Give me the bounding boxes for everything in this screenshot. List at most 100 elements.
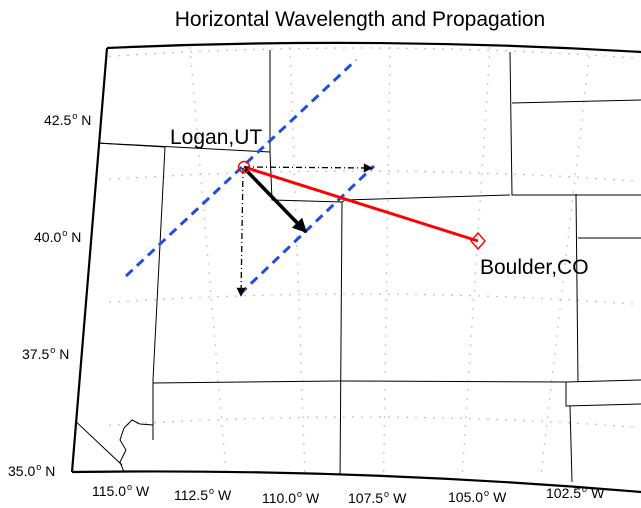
graticule-dot <box>595 177 597 180</box>
graticule-dot <box>154 52 156 55</box>
graticule-dot <box>514 296 516 299</box>
map-frame <box>70 41 641 494</box>
graticule-dot <box>386 254 388 256</box>
graticule-dot <box>415 47 417 50</box>
graticule-dot <box>370 416 372 418</box>
graticule-dot <box>208 173 210 175</box>
graticule-dot <box>222 443 225 445</box>
graticule-dot <box>190 56 192 58</box>
graticule-dot <box>235 418 237 420</box>
graticule-dot <box>631 57 633 59</box>
graticule-dot <box>303 461 306 463</box>
graticule-dot <box>471 326 473 328</box>
graticule-dot <box>343 416 345 418</box>
graticule-dot <box>483 128 486 130</box>
graticule-dot <box>145 422 147 424</box>
graticule-dot <box>397 170 399 172</box>
graticule-dot <box>505 173 507 175</box>
graticule-dot <box>595 54 597 57</box>
colorado-river <box>119 419 154 473</box>
graticule-dot <box>301 398 304 400</box>
graticule-dot <box>523 50 525 53</box>
graticule-dot <box>387 182 389 184</box>
graticule-dot <box>386 236 389 238</box>
graticule-dot <box>299 353 302 355</box>
graticule-dot <box>478 418 480 420</box>
graticule-dot <box>406 170 408 173</box>
graticule-dot <box>465 407 468 409</box>
graticule-dot <box>208 50 210 52</box>
graticule-dot <box>387 146 390 148</box>
graticule-dot <box>316 416 318 419</box>
graticule-dot <box>221 425 223 427</box>
graticule-dot <box>385 281 388 283</box>
graticule-dot <box>397 416 399 419</box>
graticule-dot <box>424 293 426 296</box>
graticule-dot <box>556 335 558 337</box>
graticule-dot <box>226 295 228 298</box>
graticule-dot <box>127 54 129 56</box>
graticule-dot <box>388 101 391 103</box>
graticule-dot <box>481 164 484 166</box>
graticule-dot <box>303 443 305 445</box>
graticule-dot <box>487 172 489 174</box>
graticule-dot <box>292 128 294 130</box>
graticule-dot <box>469 294 471 297</box>
graticule-dot <box>325 170 327 172</box>
graticule-dot <box>154 298 156 301</box>
graticule-dot <box>136 176 138 179</box>
graticule-dot <box>575 164 578 166</box>
graticule-dot <box>298 299 300 301</box>
graticule-dot <box>595 300 597 303</box>
graticule-dot <box>352 47 354 49</box>
graticule-dot <box>223 452 226 454</box>
graticule-dot <box>316 47 318 49</box>
graticule-dot <box>433 170 435 173</box>
graticule-dot <box>292 137 294 139</box>
graticule-dot <box>464 425 467 427</box>
graticule-dot <box>523 173 525 176</box>
graticule-dot <box>300 362 302 364</box>
graticule-dot <box>424 416 426 419</box>
graticule-dot <box>384 389 386 391</box>
graticule-dot <box>385 317 387 319</box>
graticule-dot <box>460 48 462 51</box>
graticule-dot <box>386 218 389 220</box>
graticule-dot <box>559 175 561 178</box>
graticule-dot <box>220 416 223 418</box>
graticule-dot <box>488 56 491 58</box>
graticule-dot <box>244 418 246 420</box>
graticule-dot <box>172 420 174 423</box>
graticule-dot <box>298 170 300 173</box>
graticule-dot <box>219 407 222 409</box>
propagation-path <box>243 165 479 243</box>
graticule-dot <box>304 470 306 472</box>
graticule-dot <box>462 452 465 454</box>
boulder-marker <box>470 231 486 251</box>
graticule-dot <box>197 146 200 148</box>
graticule-dot <box>415 416 417 419</box>
graticule-dot <box>532 174 534 176</box>
graticule-dot <box>163 298 165 300</box>
graticule-dot <box>193 92 195 94</box>
graticule-dot <box>163 52 165 54</box>
graticule-dot <box>559 52 561 55</box>
graticule-dot <box>385 308 387 310</box>
graticule-dot <box>383 425 386 427</box>
graticule-dot <box>505 419 507 421</box>
graticule-dot <box>198 155 200 157</box>
graticule-dot <box>568 227 571 229</box>
lat-label-35-0: 35.0o N <box>8 462 55 479</box>
graticule-dot <box>271 417 273 419</box>
graticule-dot <box>303 452 306 454</box>
graticule-dot <box>379 293 381 295</box>
graticule-dot <box>203 209 205 211</box>
graticule-dot <box>586 177 588 179</box>
graticule-dot <box>588 56 590 58</box>
graticule-dot <box>118 177 120 180</box>
graticule-dot <box>545 425 548 427</box>
graticule-dot <box>244 49 246 51</box>
south-dakota-nebraska-border <box>511 99 641 104</box>
graticule-dot <box>487 74 490 76</box>
graticule-dot <box>226 49 228 52</box>
